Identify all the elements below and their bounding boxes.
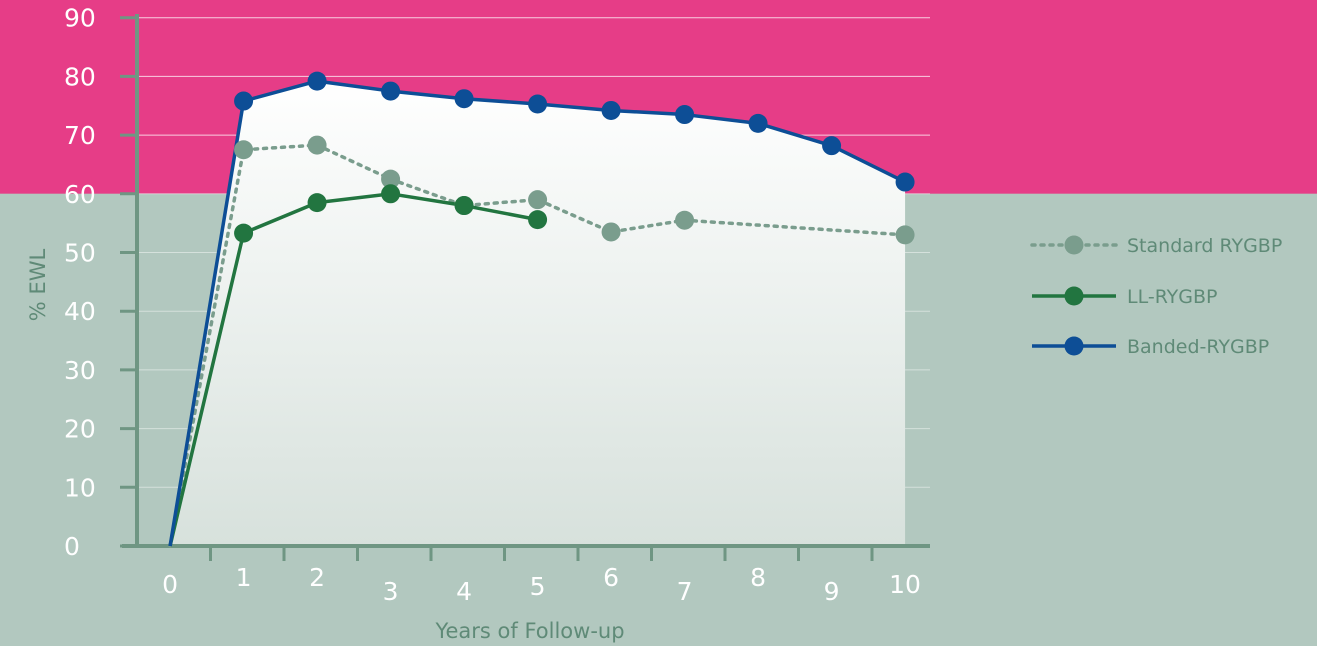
y-tick-label-30: 30 [64,356,96,385]
data-point-ll-rygbp-3 [381,184,401,204]
x-tick-label-9: 9 [824,577,840,606]
x-tick-label-0: 0 [162,570,178,599]
data-point-banded-rygbp-8 [748,113,768,133]
data-point-ll-rygbp-4 [454,196,474,216]
data-point-standard-rygbp-6 [601,222,621,242]
data-point-banded-rygbp-6 [601,100,621,120]
data-point-standard-rygbp-3 [381,169,401,189]
legend-marker-banded-rygbp [1064,336,1084,356]
y-tick-label-70: 70 [64,121,96,150]
legend-marker-ll-rygbp [1064,286,1084,306]
series-line-ll-rygbp [168,192,538,547]
x-tick-label-8: 8 [750,563,766,592]
x-tick-label-3: 3 [383,577,399,606]
y-tick-label-0: 0 [64,532,80,561]
data-point-banded-rygbp-9 [822,136,842,156]
data-point-ll-rygbp-2 [307,193,327,213]
data-point-standard-rygbp-2 [307,135,327,155]
data-point-standard-rygbp-7 [675,210,695,230]
y-tick-label-20: 20 [64,415,96,444]
data-point-banded-rygbp-3 [381,81,401,101]
y-axis-title: % EWL [26,249,50,322]
x-tick-label-1: 1 [236,563,252,592]
x-tick-label-10: 10 [889,570,921,599]
x-tick-label-4: 4 [456,577,472,606]
data-point-standard-rygbp-5 [528,190,548,210]
data-point-banded-rygbp-5 [528,94,548,114]
data-point-standard-rygbp-1 [234,140,254,160]
y-tick-label-80: 80 [64,62,96,91]
y-tick-label-90: 90 [64,4,96,33]
data-point-banded-rygbp-1 [234,91,254,111]
series-line-standard-rygbp [168,143,907,548]
data-point-banded-rygbp-2 [307,71,327,91]
data-point-standard-rygbp-8 [895,225,915,245]
y-tick-label-60: 60 [64,180,96,209]
legend-label-ll-rygbp: LL-RYGBP [1127,286,1218,308]
data-point-banded-rygbp-4 [454,89,474,109]
data-point-ll-rygbp-5 [528,210,548,230]
x-tick-label-2: 2 [309,563,325,592]
x-tick-label-5: 5 [530,572,546,601]
x-tick-label-7: 7 [677,577,693,606]
y-tick-label-50: 50 [64,239,96,268]
data-point-banded-rygbp-7 [675,105,695,125]
legend-label-banded-rygbp: Banded-RYGBP [1127,336,1269,358]
banded-area-fill [170,81,906,546]
x-tick-label-6: 6 [603,563,619,592]
data-point-banded-rygbp-10 [895,172,915,192]
y-tick-label-10: 10 [64,473,96,502]
x-axis-title: Years of Follow-up [434,619,624,643]
legend-label-standard-rygbp: Standard RYGBP [1127,235,1282,257]
data-point-ll-rygbp-1 [234,223,254,243]
legend-marker-standard-rygbp [1064,235,1084,255]
y-tick-label-40: 40 [64,297,96,326]
